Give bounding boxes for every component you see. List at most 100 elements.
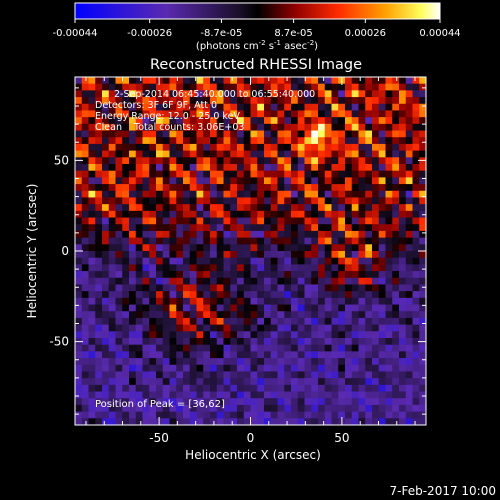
heatmap-cell [277, 411, 285, 419]
heatmap-cell [304, 364, 312, 372]
heatmap-cell [129, 338, 137, 346]
heatmap-cell [297, 157, 305, 165]
heatmap-cell [284, 324, 292, 332]
heatmap-cell [399, 324, 407, 332]
heatmap-cell [142, 304, 150, 312]
heatmap-cell [129, 123, 137, 131]
annotation-counts: Clean Total counts: 3.06E+03 [95, 122, 244, 133]
heatmap-cell [338, 358, 346, 366]
heatmap-cell [135, 331, 143, 339]
heatmap-cell [189, 331, 197, 339]
heatmap-cell [149, 358, 157, 366]
heatmap-cell [81, 204, 89, 212]
heatmap-cell [257, 317, 265, 326]
heatmap-cell [385, 197, 393, 205]
heatmap-cell [324, 170, 332, 178]
heatmap-cell [142, 344, 150, 352]
heatmap-cell [75, 103, 83, 111]
heatmap-cell [88, 210, 96, 218]
heatmap-cell [385, 90, 393, 98]
heatmap-cell [210, 277, 218, 285]
heatmap-cell [264, 204, 272, 212]
heatmap-cell [115, 304, 123, 312]
heatmap-cell [419, 378, 426, 386]
heatmap-cell [156, 150, 164, 158]
heatmap-cell [216, 344, 224, 352]
heatmap-cell [149, 204, 157, 212]
heatmap-cell [243, 83, 251, 91]
heatmap-cell [297, 311, 305, 319]
heatmap-cell [331, 351, 339, 359]
heatmap-cell [243, 358, 251, 366]
heatmap-cell [399, 317, 407, 326]
heatmap-cell [378, 230, 386, 239]
heatmap-cell [291, 311, 299, 319]
heatmap-cell [243, 317, 251, 326]
heatmap-cell [324, 103, 332, 111]
heatmap-cell [75, 237, 83, 245]
heatmap-cell [230, 190, 238, 198]
heatmap-cell [412, 197, 420, 205]
heatmap-cell [324, 404, 332, 413]
heatmap-cell [196, 364, 204, 372]
heatmap-cell [95, 284, 103, 292]
heatmap-cell [75, 404, 83, 413]
heatmap-cell [311, 297, 319, 305]
heatmap-cell [196, 217, 204, 225]
heatmap-cell [257, 384, 265, 392]
heatmap-cell [88, 391, 96, 399]
heatmap-cell [331, 251, 339, 259]
heatmap-cell [372, 97, 380, 105]
heatmap-cell [372, 271, 380, 279]
heatmap-cell [399, 264, 407, 272]
heatmap-cell [237, 177, 245, 185]
annotation-energy: Energy Range: 12.0 - 25.0 keV [95, 111, 240, 122]
heatmap-cell [95, 230, 103, 239]
heatmap-cell [156, 251, 164, 259]
heatmap-cell [297, 291, 305, 299]
heatmap-cell [257, 123, 265, 131]
heatmap-cell [419, 251, 426, 259]
heatmap-cell [318, 277, 326, 285]
heatmap-cell [129, 251, 137, 259]
heatmap-cell [331, 123, 339, 131]
heatmap-cell [115, 418, 123, 425]
heatmap-cell [75, 217, 83, 225]
heatmap-cell [358, 83, 366, 91]
heatmap-cell [122, 117, 130, 125]
heatmap-cell [345, 371, 353, 379]
heatmap-cell [372, 244, 380, 252]
heatmap-cell [196, 251, 204, 259]
heatmap-cell [250, 164, 258, 172]
heatmap-cell [264, 391, 272, 399]
heatmap-cell [156, 110, 164, 118]
heatmap-cell [392, 190, 400, 198]
heatmap-cell [75, 398, 83, 406]
heatmap-cell [81, 103, 89, 111]
heatmap-cell [176, 170, 184, 178]
heatmap-cell [81, 257, 89, 265]
heatmap-cell [412, 137, 420, 145]
heatmap-cell [135, 378, 143, 386]
heatmap-cell [149, 324, 157, 332]
heatmap-cell [156, 177, 164, 185]
heatmap-cell [264, 324, 272, 332]
heatmap-cell [277, 311, 285, 319]
heatmap-cell [412, 230, 420, 239]
heatmap-cell [122, 324, 130, 332]
heatmap-cell [372, 117, 380, 125]
heatmap-cell [304, 217, 312, 225]
heatmap-cell [419, 143, 426, 152]
heatmap-cell [351, 170, 359, 178]
heatmap-cell [351, 311, 359, 319]
heatmap-cell [183, 244, 191, 252]
heatmap-cell [412, 284, 420, 292]
heatmap-cell [297, 331, 305, 339]
heatmap-cell [351, 150, 359, 158]
heatmap-cell [385, 77, 393, 85]
heatmap-cell [75, 110, 83, 118]
heatmap-cell [81, 184, 89, 192]
heatmap-cell [81, 90, 89, 98]
heatmap-cell [372, 184, 380, 192]
heatmap-cell [95, 317, 103, 326]
